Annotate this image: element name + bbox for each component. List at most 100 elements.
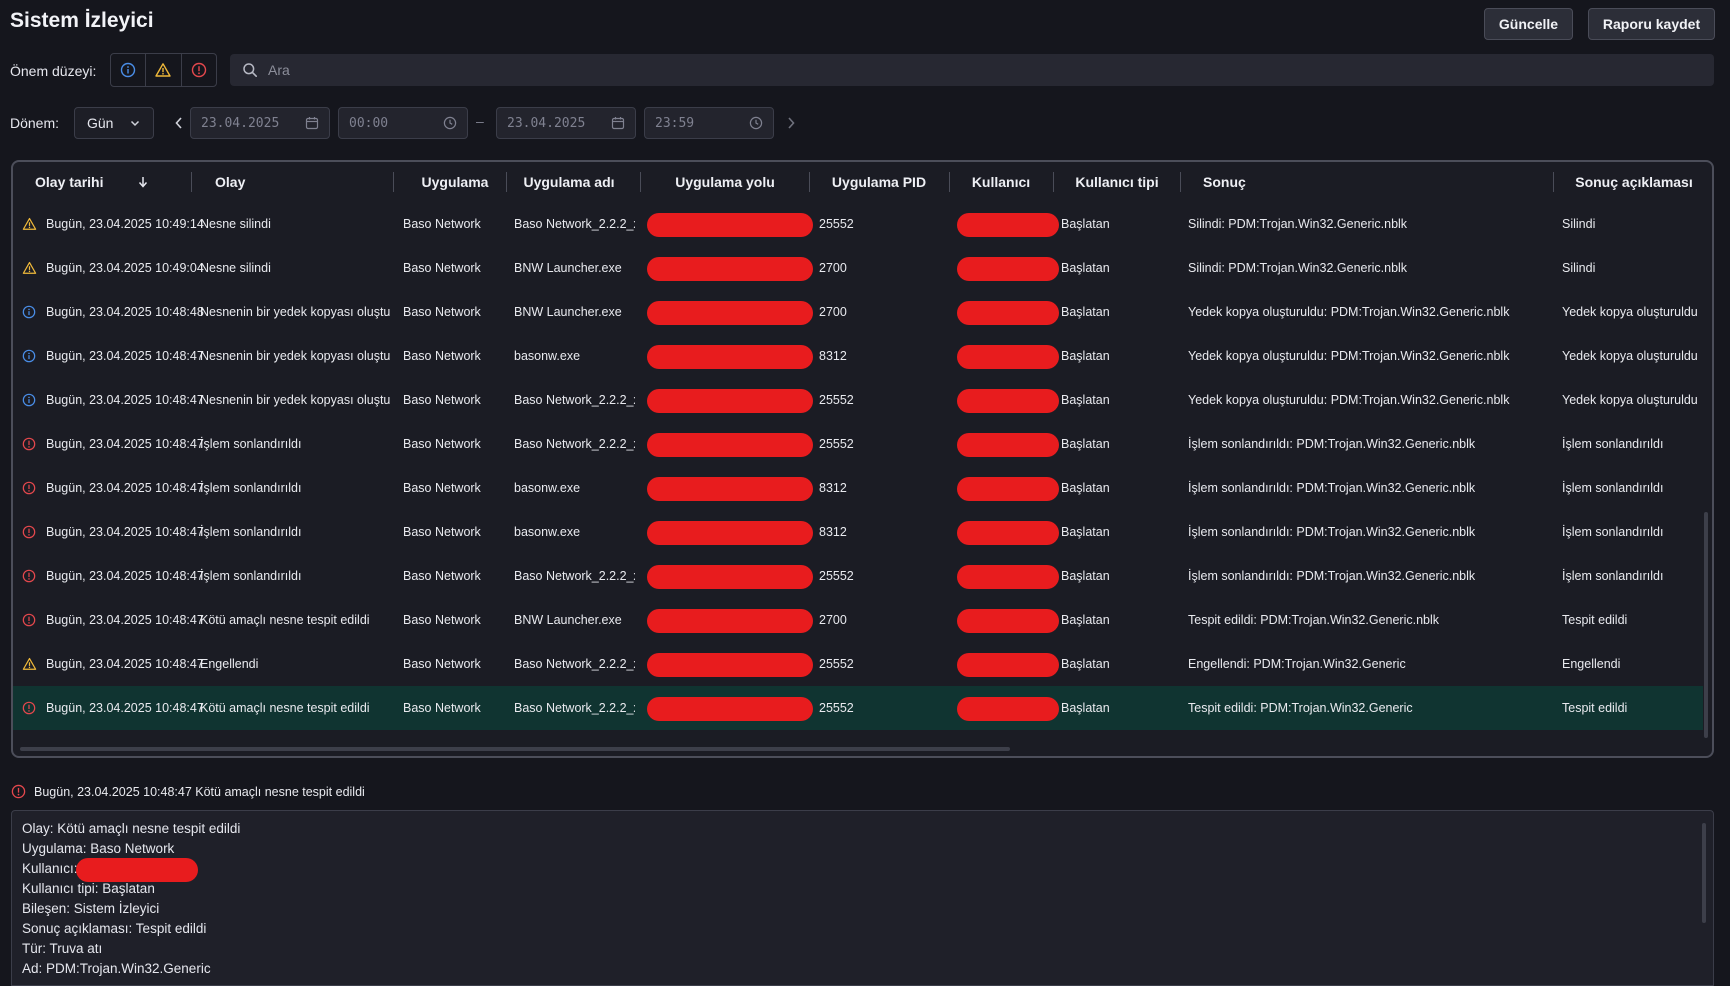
redaction-mark [647, 609, 813, 633]
application-pid-cell: 8312 [819, 349, 847, 363]
table-row[interactable]: Bugün, 23.04.2025 10:49:14 Nesne silindi B… [13, 202, 1703, 246]
column-header-event[interactable]: Olay [215, 174, 246, 190]
result-description-cell: İşlem sonlandırıldı [1562, 569, 1664, 583]
event-date-cell: Bugün, 23.04.2025 10:48:47 [46, 437, 204, 451]
result-cell: Yedek kopya oluşturuldu: PDM:Trojan.Win3… [1188, 393, 1510, 407]
application-name-cell: basonw.exe [514, 525, 581, 539]
table-row[interactable]: Bugün, 23.04.2025 10:49:04 Nesne silindi B… [13, 246, 1703, 290]
column-header-application[interactable]: Uygulama [421, 174, 489, 190]
user-type-cell: Başlatan [1061, 481, 1110, 495]
detail-header: Bugün, 23.04.2025 10:48:47 Kötü amaçlı n… [11, 784, 365, 799]
application-cell: Baso Network [403, 569, 481, 583]
severity-warning-toggle[interactable] [146, 54, 182, 86]
event-cell: Nesne silindi [200, 261, 271, 275]
event-date-cell: Bugün, 23.04.2025 10:48:47 [46, 393, 204, 407]
table-row[interactable]: Bugün, 23.04.2025 10:48:47 İşlem sonlandı… [13, 510, 1703, 554]
application-pid-cell: 25552 [819, 701, 854, 715]
result-description-cell: Tespit edildi [1562, 613, 1628, 627]
severity-indicator [22, 261, 37, 278]
redaction-mark [647, 213, 813, 237]
column-header-event-date[interactable]: Olay tarihi [35, 162, 149, 202]
result-cell: Tespit edildi: PDM:Trojan.Win32.Generic.… [1188, 613, 1440, 627]
table-row[interactable]: Bugün, 23.04.2025 10:48:47 İşlem sonlandı… [13, 466, 1703, 510]
vertical-scrollbar[interactable] [1704, 512, 1708, 738]
application-name-cell: Baso Network_2.2.2_x64 [514, 569, 635, 583]
event-date-cell: Bugün, 23.04.2025 10:48:47 [46, 657, 204, 671]
table-row[interactable]: Bugün, 23.04.2025 10:48:47 Engellendi Baso… [13, 642, 1703, 686]
severity-indicator [22, 217, 37, 234]
result-cell: Silindi: PDM:Trojan.Win32.Generic.nblk [1188, 261, 1408, 275]
application-name-cell: Baso Network_2.2.2_x64 [514, 657, 635, 671]
end-date-field[interactable]: 23.04.2025 [496, 107, 636, 139]
column-header-application-pid[interactable]: Uygulama PID [831, 174, 927, 190]
column-header-user[interactable]: Kullanıcı [971, 174, 1031, 190]
result-description-cell: Engellendi [1562, 657, 1621, 671]
application-pid-cell: 2700 [819, 261, 847, 275]
table-row[interactable]: Bugün, 23.04.2025 10:48:47 Nesnenin bir y… [13, 378, 1703, 422]
start-time-field[interactable]: 00:00 [338, 107, 468, 139]
table-header: Olay tarihi Olay Uygulama Uygulama adı U… [13, 162, 1712, 202]
user-type-cell: Başlatan [1061, 701, 1110, 715]
table-row[interactable]: Bugün, 23.04.2025 10:48:47 Kötü amaçlı ne… [13, 686, 1703, 730]
detail-scrollbar[interactable] [1702, 823, 1706, 923]
severity-indicator [22, 481, 36, 498]
column-header-result[interactable]: Sonuç [1203, 174, 1246, 190]
application-name-cell: Baso Network_2.2.2_x64 [514, 437, 635, 451]
result-cell: Yedek kopya oluşturuldu: PDM:Trojan.Win3… [1188, 305, 1510, 319]
application-cell: Baso Network [403, 349, 481, 363]
table-row[interactable]: Bugün, 23.04.2025 10:48:47 İşlem sonlandı… [13, 554, 1703, 598]
start-date-value: 23.04.2025 [201, 115, 280, 131]
end-time-field[interactable]: 23:59 [644, 107, 774, 139]
column-header-application-path[interactable]: Uygulama yolu [675, 174, 775, 190]
error-icon [22, 701, 36, 715]
table-row[interactable]: Bugün, 23.04.2025 10:48:47 Nesnenin bir y… [13, 334, 1703, 378]
search-input[interactable] [266, 61, 1670, 79]
table-row[interactable]: Bugün, 23.04.2025 10:48:48 Nesnenin bir y… [13, 290, 1703, 334]
severity-indicator [22, 305, 36, 322]
result-description-cell: Yedek kopya oluşturuldu [1562, 393, 1698, 407]
event-date-cell: Bugün, 23.04.2025 10:48:48 [46, 305, 204, 319]
redaction-mark [957, 477, 1059, 501]
warning-icon [22, 261, 37, 274]
column-header-user-type[interactable]: Kullanıcı tipi [1075, 174, 1159, 190]
detail-panel[interactable]: Olay: Kötü amaçlı nesne tespit edildi Uy… [11, 810, 1714, 986]
column-header-result-description[interactable]: Sonuç açıklaması [1575, 174, 1693, 190]
result-description-cell: İşlem sonlandırıldı [1562, 525, 1664, 539]
table-row[interactable]: Bugün, 23.04.2025 10:48:47 İşlem sonlandı… [13, 422, 1703, 466]
redaction-mark [647, 301, 813, 325]
refresh-button[interactable]: Güncelle [1484, 8, 1573, 40]
severity-indicator [22, 657, 37, 674]
event-cell: Nesnenin bir yedek kopyası oluşturu [200, 305, 391, 319]
period-select[interactable]: Gün [74, 107, 154, 139]
start-date-field[interactable]: 23.04.2025 [190, 107, 330, 139]
error-icon [191, 62, 207, 78]
next-period-button[interactable] [785, 115, 797, 131]
column-header-application-name[interactable]: Uygulama adı [523, 174, 615, 190]
severity-info-toggle[interactable] [111, 54, 147, 86]
application-name-cell: Baso Network_2.2.2_x64 [514, 393, 635, 407]
prev-period-button[interactable] [173, 115, 185, 131]
redaction-mark [957, 653, 1059, 677]
table-row[interactable]: Bugün, 23.04.2025 10:48:47 Kötü amaçlı ne… [13, 598, 1703, 642]
result-description-cell: Yedek kopya oluşturuldu [1562, 305, 1698, 319]
horizontal-scrollbar[interactable] [20, 747, 1010, 751]
detail-line: Tür: Truva atı [22, 941, 103, 956]
redaction-mark [647, 565, 813, 589]
redaction-mark [957, 433, 1059, 457]
event-cell: İşlem sonlandırıldı [200, 569, 302, 583]
clock-icon [749, 116, 763, 130]
error-icon [11, 784, 26, 799]
result-description-cell: İşlem sonlandırıldı [1562, 437, 1664, 451]
severity-error-toggle[interactable] [182, 54, 216, 86]
event-date-cell: Bugün, 23.04.2025 10:49:14 [46, 217, 204, 231]
user-type-cell: Başlatan [1061, 437, 1110, 451]
event-cell: İşlem sonlandırıldı [200, 437, 302, 451]
info-icon [120, 62, 136, 78]
application-name-cell: Baso Network_2.2.2_x64 [514, 217, 635, 231]
save-report-button[interactable]: Raporu kaydet [1588, 8, 1715, 40]
event-date-cell: Bugün, 23.04.2025 10:48:47 [46, 569, 204, 583]
redaction-mark [957, 301, 1059, 325]
event-cell: Nesne silindi [200, 217, 271, 231]
redaction-mark [957, 213, 1059, 237]
application-pid-cell: 25552 [819, 393, 854, 407]
